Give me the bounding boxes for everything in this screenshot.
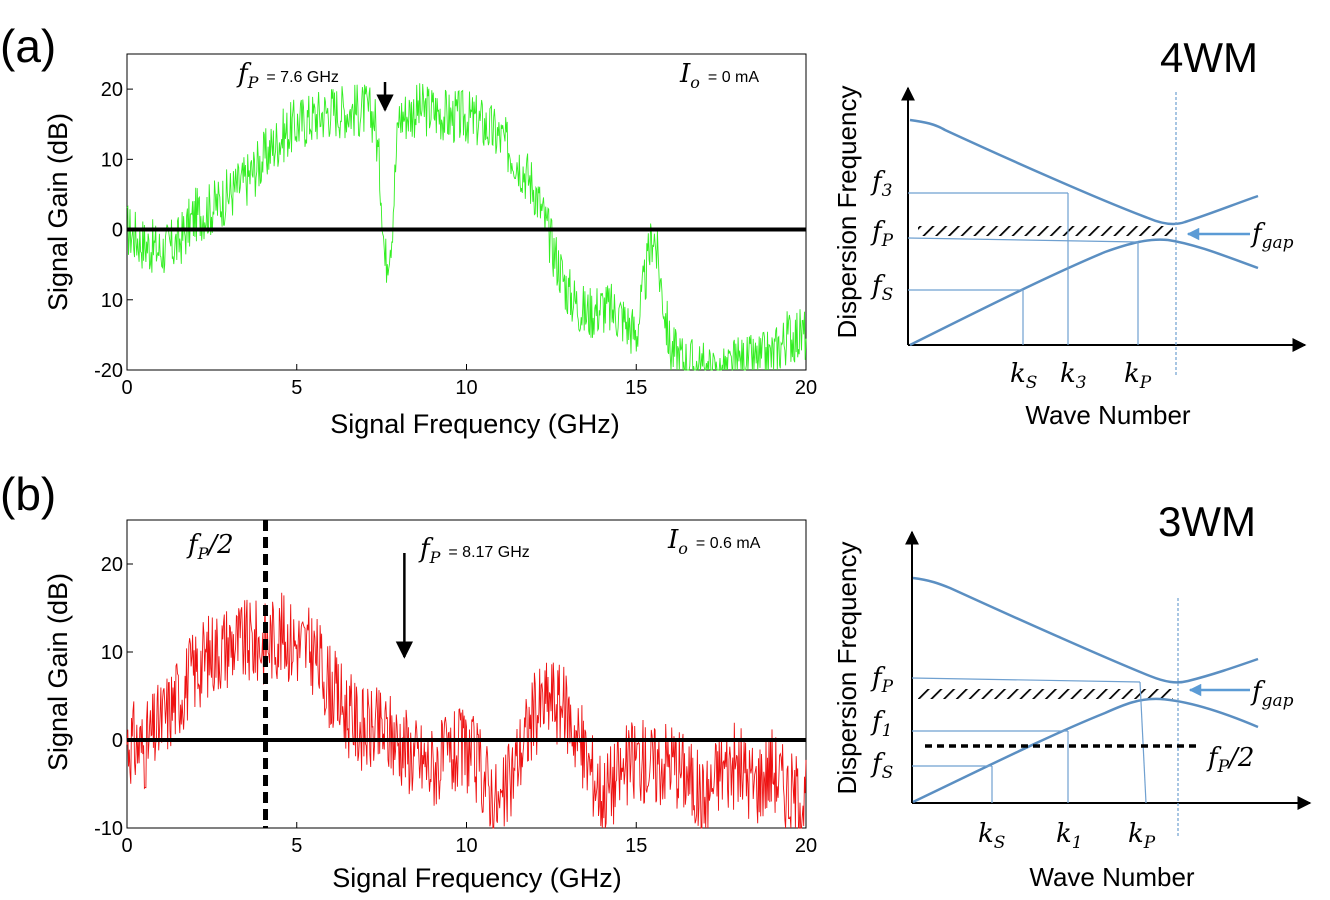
chart-a: 0 5 10 15 20 20 10 0 10 -20 Signal Frequency (GHz… (43, 53, 817, 439)
diagram-b: 3WM Dispersion Frequency Wave Number fP … (832, 498, 1312, 892)
diagram-a-gap-band (918, 226, 1173, 236)
chart-a-xtick-label: 5 (291, 377, 302, 399)
chart-a-xtick-label: 10 (455, 377, 477, 399)
diagram-b-ylabel: Dispersion Frequency (832, 542, 862, 795)
diagram-a-gap-label: fgap (1250, 219, 1294, 253)
chart-a-ticks: 0 5 10 15 20 20 10 0 10 -20 (94, 79, 817, 399)
chart-b-xtick-label: 20 (795, 835, 817, 857)
chart-b-current-label: Io = 0.6 mA (667, 525, 761, 558)
chart-b-ytick-label: 20 (101, 554, 123, 576)
diagram-b-freq-label-2: fS (870, 749, 893, 783)
chart-a-ytick-label: 0 (112, 220, 123, 242)
diagram-b-k-label-2: kP (1128, 819, 1156, 853)
diagram-b-half-label: fP/2 (1206, 743, 1254, 777)
diagram-a-ylabel: Dispersion Frequency (832, 86, 862, 339)
panel-a-label: (a) (0, 20, 56, 72)
chart-a-ylabel: Signal Gain (dB) (43, 113, 73, 311)
diagram-a-k-label-2: kP (1124, 359, 1152, 393)
diagram-a-k-label-0: kS (1010, 359, 1037, 393)
chart-a-ytick-label: 10 (101, 149, 123, 171)
diagram-b-gap-label: fgap (1250, 677, 1294, 711)
diagram-b-freq-label-1: f1 (870, 707, 892, 741)
diagram-b-upper-branch (912, 576, 1259, 684)
diagram-b-lower-branch (912, 697, 1259, 804)
chart-a-series-gain (126, 83, 807, 372)
diagram-b-wm-label: 3WM (1158, 498, 1256, 545)
panel-b-label: (b) (0, 468, 56, 520)
diagram-b-k-label-1: k1 (1056, 819, 1083, 853)
diagram-a-lower-branch (909, 238, 1259, 347)
chart-a-pump-label: fP = 7.6 GHz (236, 59, 339, 92)
chart-a-ytick-label: 10 (101, 290, 123, 312)
chart-a-xtick-label: 0 (121, 377, 132, 399)
chart-b-ylabel: Signal Gain (dB) (43, 573, 73, 771)
chart-a-xtick-label: 15 (625, 377, 647, 399)
diagram-a-freq-label-0: f3 (870, 167, 892, 201)
chart-a-ytick-label: 20 (101, 79, 123, 101)
chart-b-half-label: fP/2 (186, 530, 234, 563)
chart-b-xtick-label: 0 (121, 835, 132, 857)
chart-a-xlabel: Signal Frequency (GHz) (330, 409, 620, 439)
diagram-a-xlabel: Wave Number (1025, 400, 1191, 430)
diagram-a: 4WM Dispersion Frequency Wave Number f3 … (832, 34, 1307, 430)
chart-b-ytick-label: -10 (94, 818, 123, 840)
chart-b-xlabel: Signal Frequency (GHz) (332, 863, 622, 893)
diagram-b-xlabel: Wave Number (1029, 862, 1195, 892)
diagram-b-guides (911, 598, 1179, 836)
chart-a-xtick-label: 20 (795, 377, 817, 399)
chart-b-ytick-label: 10 (101, 642, 123, 664)
diagram-a-freq-label-2: fS (870, 271, 893, 305)
diagram-b-gap-band (918, 689, 1173, 699)
chart-b-frame (126, 519, 807, 829)
diagram-b-freq-label-0: fP (870, 663, 894, 697)
chart-a-ytick-label: -20 (94, 360, 123, 382)
diagram-a-guides (907, 92, 1177, 375)
diagram-a-wm-label: 4WM (1160, 34, 1258, 81)
chart-b-series-gain (126, 592, 807, 829)
chart-a-frame (126, 53, 807, 371)
chart-b-ytick-label: 0 (112, 730, 123, 752)
diagram-b-k-label-0: kS (978, 819, 1005, 853)
diagram-a-upper-branch (909, 118, 1259, 226)
chart-b-xtick-label: 15 (625, 835, 647, 857)
diagram-a-freq-label-1: fP (870, 217, 894, 251)
chart-b-xtick-label: 10 (455, 835, 477, 857)
diagram-a-k-label-1: k3 (1060, 359, 1087, 393)
chart-b-xtick-label: 5 (291, 835, 302, 857)
chart-a-pump-annotation: fP = 7.6 GHz (236, 59, 394, 112)
chart-a-current-label: Io = 0 mA (679, 59, 759, 92)
